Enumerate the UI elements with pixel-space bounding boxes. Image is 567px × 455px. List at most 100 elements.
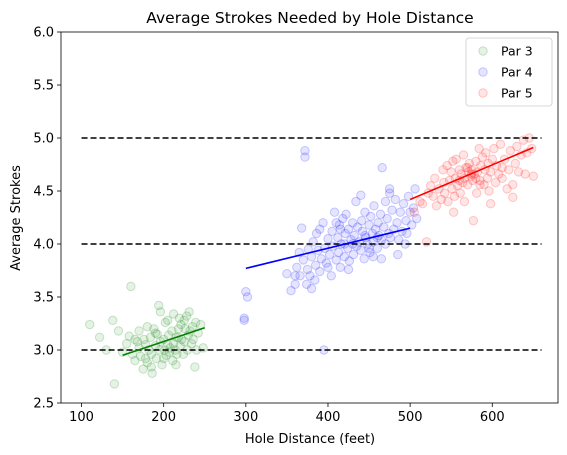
data-point bbox=[409, 207, 419, 217]
y-tick-label: 6.0 bbox=[33, 26, 54, 41]
data-point bbox=[474, 143, 484, 154]
x-tick-label: 100 bbox=[69, 410, 94, 425]
data-point bbox=[377, 162, 387, 173]
data-point bbox=[298, 255, 309, 265]
data-point bbox=[408, 203, 419, 213]
data-point bbox=[198, 343, 208, 353]
data-point bbox=[407, 220, 417, 230]
data-point bbox=[152, 329, 162, 339]
data-point bbox=[451, 154, 461, 164]
y-tick-label: 5.0 bbox=[33, 132, 54, 147]
data-point bbox=[494, 169, 504, 179]
data-point bbox=[306, 283, 317, 294]
data-point bbox=[382, 213, 392, 224]
data-point bbox=[122, 338, 132, 349]
data-point bbox=[341, 209, 351, 220]
data-point bbox=[384, 188, 395, 198]
data-point bbox=[290, 279, 300, 289]
data-point bbox=[305, 271, 315, 281]
x-tick-label: 400 bbox=[316, 410, 341, 425]
data-point bbox=[142, 321, 152, 332]
y-tick-label: 2.5 bbox=[33, 397, 54, 412]
data-point bbox=[310, 275, 320, 285]
data-point bbox=[481, 148, 491, 158]
data-point bbox=[171, 360, 181, 370]
data-point bbox=[351, 196, 361, 207]
data-point bbox=[439, 188, 450, 198]
plot-area bbox=[81, 133, 542, 389]
data-point bbox=[410, 184, 420, 194]
data-point bbox=[335, 224, 346, 234]
data-point bbox=[403, 191, 414, 202]
data-point bbox=[124, 331, 134, 341]
data-point bbox=[490, 177, 501, 188]
data-point bbox=[458, 150, 469, 160]
data-point bbox=[139, 334, 149, 345]
data-point bbox=[175, 341, 185, 351]
legend-label: Par 4 bbox=[501, 65, 533, 80]
data-point bbox=[352, 222, 363, 232]
data-point bbox=[302, 264, 313, 275]
data-point bbox=[315, 266, 325, 277]
data-point bbox=[318, 218, 328, 228]
data-point bbox=[349, 230, 359, 241]
data-point bbox=[186, 338, 197, 349]
data-point bbox=[331, 218, 341, 228]
data-point bbox=[453, 181, 463, 191]
data-point bbox=[339, 252, 350, 262]
data-point bbox=[301, 279, 312, 289]
data-point bbox=[340, 228, 350, 239]
data-point bbox=[461, 162, 471, 173]
data-point bbox=[176, 319, 186, 330]
data-point bbox=[442, 160, 452, 171]
data-point bbox=[495, 139, 506, 150]
legend: Par 3 Par 4 Par 5 bbox=[465, 37, 553, 107]
data-point bbox=[239, 313, 249, 323]
legend-marker bbox=[478, 67, 488, 77]
data-point bbox=[242, 292, 253, 302]
data-point bbox=[513, 167, 524, 177]
x-tick-label: 600 bbox=[480, 410, 505, 425]
data-point bbox=[132, 336, 143, 347]
data-point bbox=[348, 249, 359, 260]
data-point bbox=[140, 353, 151, 364]
data-point bbox=[157, 360, 167, 370]
data-point bbox=[138, 364, 148, 374]
data-point bbox=[401, 215, 411, 226]
data-point bbox=[134, 326, 144, 336]
data-point bbox=[160, 317, 171, 328]
data-point bbox=[369, 201, 379, 211]
data-point bbox=[321, 258, 332, 268]
data-point bbox=[239, 315, 249, 326]
data-point bbox=[155, 307, 166, 317]
y-axis-label: Average Strokes bbox=[9, 165, 24, 271]
data-point bbox=[415, 196, 425, 207]
data-point bbox=[471, 173, 481, 183]
data-point bbox=[241, 287, 251, 297]
legend-label: Par 5 bbox=[501, 86, 533, 101]
data-point bbox=[150, 328, 161, 338]
data-point bbox=[286, 285, 296, 296]
data-point bbox=[130, 355, 140, 366]
data-point bbox=[385, 232, 396, 243]
data-point bbox=[344, 256, 355, 266]
data-point bbox=[402, 228, 412, 239]
y-tick-label: 3.5 bbox=[33, 291, 54, 306]
data-point bbox=[368, 252, 378, 262]
data-point bbox=[85, 319, 95, 330]
legend-box bbox=[465, 37, 553, 107]
data-point bbox=[508, 179, 518, 190]
y-axis: 2.5 3.0 3.5 4.0 4.5 5.0 5.5 6.0 bbox=[33, 26, 61, 412]
data-point bbox=[436, 194, 447, 205]
data-point bbox=[364, 243, 374, 253]
data-point bbox=[347, 218, 358, 228]
data-point bbox=[502, 184, 512, 194]
data-point bbox=[191, 317, 201, 328]
data-point bbox=[392, 218, 402, 228]
y-tick-label: 4.5 bbox=[33, 185, 54, 200]
data-point bbox=[158, 353, 169, 364]
data-point bbox=[393, 249, 403, 260]
data-point bbox=[370, 224, 381, 234]
data-point bbox=[326, 271, 336, 281]
